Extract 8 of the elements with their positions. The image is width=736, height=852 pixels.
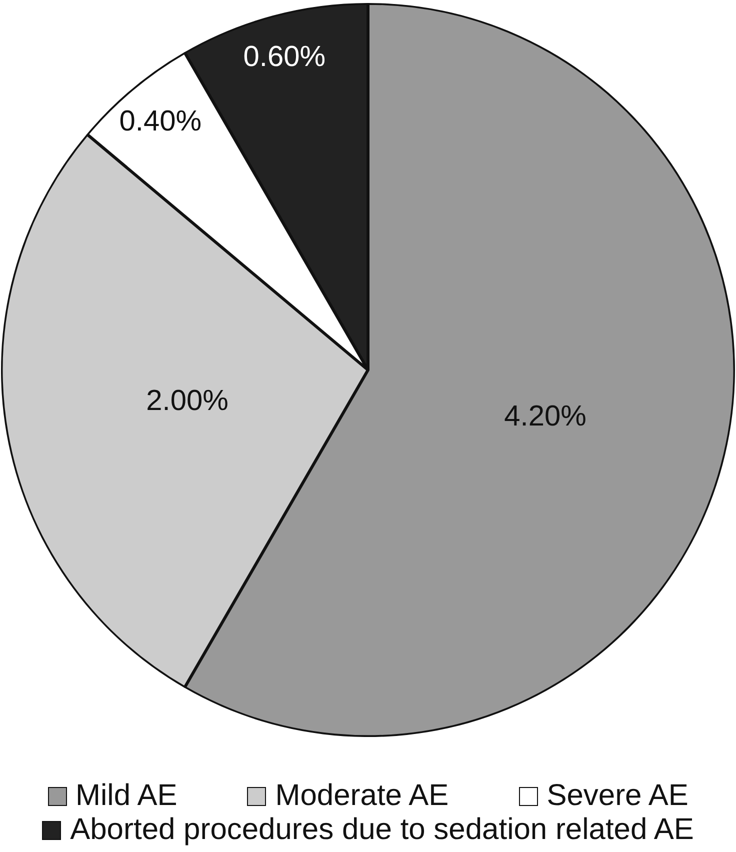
data-label: 0.60%	[243, 41, 326, 74]
slice-label: Mild AE	[76, 779, 178, 813]
legend-label: Severe AE	[546, 779, 688, 813]
legend-label: Aborted procedures due to sedation related AE	[70, 813, 694, 847]
data-label: 0.40%	[119, 106, 202, 138]
data-label: 4.20%	[504, 400, 586, 432]
data-label: 2.00%	[146, 384, 228, 417]
legend-label: Moderate AE	[275, 779, 449, 813]
